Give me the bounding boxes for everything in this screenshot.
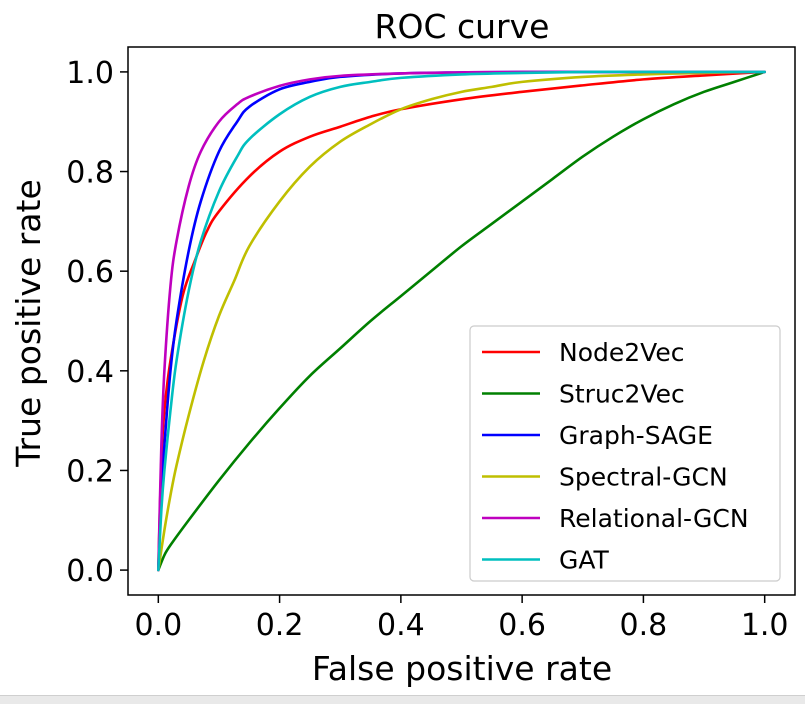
y-tick-label: 0.2 <box>66 454 114 489</box>
x-axis-label: False positive rate <box>312 649 612 688</box>
series-line-struc2vec <box>157 70 766 572</box>
chart-title: ROC curve <box>375 7 550 46</box>
x-tick-label: 0.4 <box>377 608 425 643</box>
legend-label: Relational-GCN <box>559 504 749 533</box>
y-axis: 0.0 0.2 0.4 0.6 0.8 1.0 <box>66 56 128 589</box>
x-tick-label: 0.0 <box>134 608 182 643</box>
legend-label: Node2Vec <box>559 338 684 367</box>
y-tick-label: 0.4 <box>66 355 114 390</box>
y-tick-label: 0.0 <box>66 554 114 589</box>
legend-label: Graph-SAGE <box>559 421 713 450</box>
plot-area <box>127 46 796 596</box>
bottom-scroll-strip <box>0 695 805 704</box>
x-tick-label: 0.2 <box>256 608 304 643</box>
series-layer <box>157 70 766 572</box>
y-tick-label: 1.0 <box>66 56 114 91</box>
legend-label: Struc2Vec <box>559 380 685 409</box>
x-axis: 0.0 0.2 0.4 0.6 0.8 1.0 <box>134 595 789 643</box>
y-tick-label: 0.8 <box>66 156 114 191</box>
x-tick-label: 0.6 <box>498 608 546 643</box>
series-line-spectral-gcn <box>157 70 766 572</box>
y-axis-label: True positive rate <box>9 179 48 468</box>
x-tick-label: 1.0 <box>741 608 789 643</box>
y-tick-label: 0.6 <box>66 255 114 290</box>
x-tick-label: 0.8 <box>620 608 668 643</box>
legend: Node2Vec Struc2Vec Graph-SAGE Spectral-GCN R… <box>469 325 781 582</box>
legend-label: GAT <box>559 546 610 575</box>
legend-label: Spectral-GCN <box>559 463 728 492</box>
series-line-gat <box>157 70 766 572</box>
legend-box <box>469 325 781 582</box>
